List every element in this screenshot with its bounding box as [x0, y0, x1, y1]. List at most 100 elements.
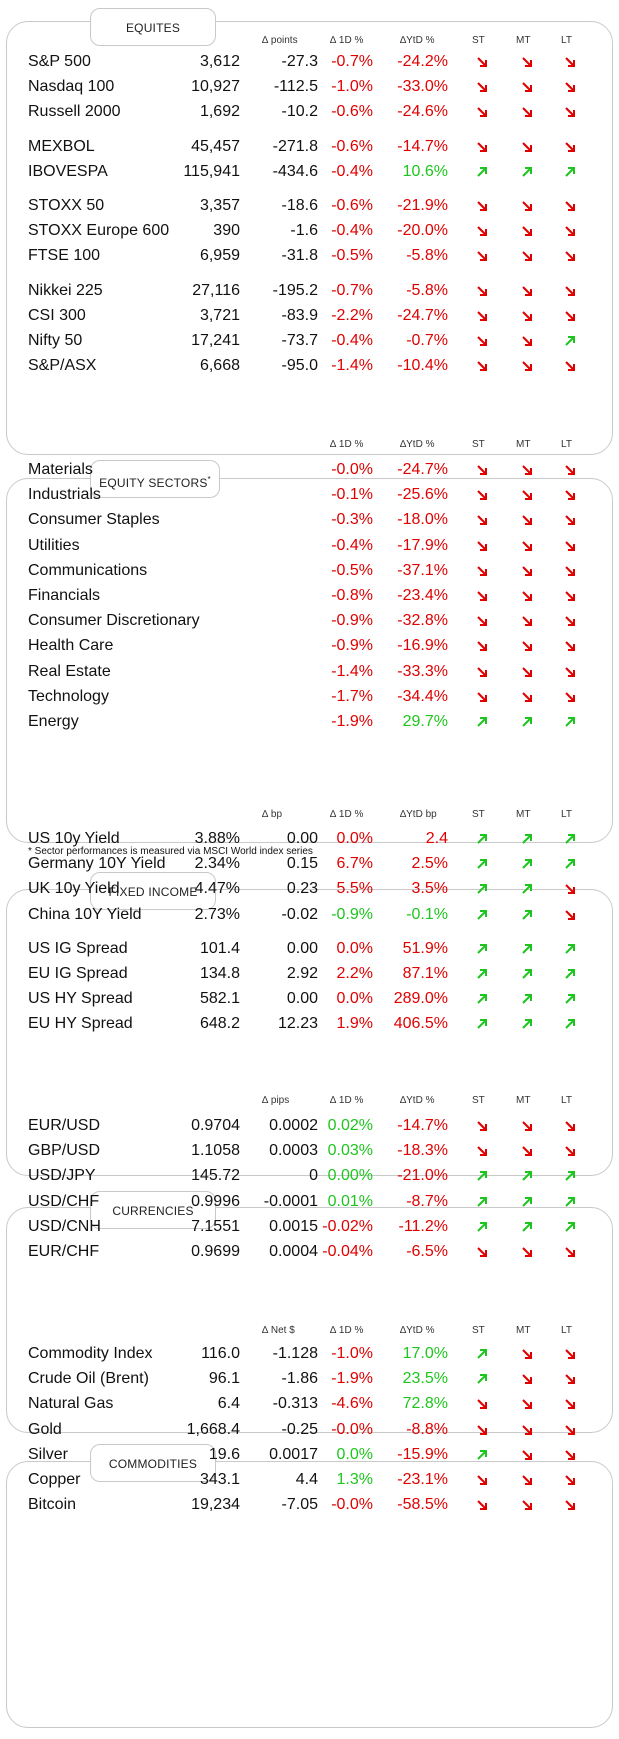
sectors-header-c3: ∆YtD % — [400, 439, 435, 450]
arrow-down-right-icon — [475, 334, 489, 348]
ytd-change: -24.2% — [397, 53, 448, 70]
arrow-down-right-icon — [475, 249, 489, 263]
level-value: 7.1551 — [191, 1217, 240, 1235]
change-value: 0.0003 — [269, 1142, 318, 1160]
arrow-up-right-icon — [475, 857, 489, 871]
one-day-change: 1.3% — [336, 1471, 373, 1488]
arrow-down-right-icon — [520, 690, 534, 704]
change-value: 0.00 — [286, 939, 318, 957]
arrow-up-right-icon — [475, 165, 489, 179]
instrument-name: Bitcoin — [28, 1496, 77, 1514]
ytd-change: -58.5% — [397, 1496, 448, 1514]
level-value: 19.6 — [208, 1445, 240, 1463]
currencies-tab: CURRENCIES — [90, 1191, 216, 1229]
one-day-change: -0.04% — [322, 1243, 373, 1260]
fixed_income-row: US 10y Yield 3.88% 0.00 0.0% 2.4 — [0, 825, 619, 853]
fixed_income-row: UK 10y Yield 4.47% 0.23 5.5% 3.5% — [0, 875, 619, 903]
fixed-income-panel — [6, 889, 613, 1176]
change-value: 12.23 — [277, 1015, 318, 1033]
commodities-row: Bitcoin 19,234 -7.05 -0.0% -58.5% — [0, 1491, 619, 1519]
ytd-change: 406.5% — [393, 1015, 448, 1033]
change-value: -271.8 — [272, 137, 318, 155]
arrow-up-right-icon — [520, 1220, 534, 1234]
instrument-name: Natural Gas — [28, 1395, 114, 1413]
change-value: 2.92 — [286, 965, 318, 982]
currencies-header-c2: ∆ 1D % — [330, 1095, 364, 1106]
arrow-down-right-icon — [475, 140, 489, 154]
arrow-down-right-icon — [563, 639, 577, 653]
equities-row: FTSE 100 6,959 -31.8 -0.5% -5.8% — [0, 242, 619, 270]
level-value: 3,612 — [199, 53, 240, 70]
arrow-down-right-icon — [563, 359, 577, 373]
currencies-row: EUR/USD 0.9704 0.0002 0.02% -14.7% — [0, 1112, 619, 1140]
instrument-name: CSI 300 — [28, 306, 86, 324]
change-value: -27.3 — [281, 53, 318, 70]
change-value: 4.4 — [295, 1471, 318, 1488]
ytd-change: -10.4% — [397, 357, 448, 375]
level-value: 2.34% — [194, 855, 240, 873]
arrow-down-right-icon — [563, 309, 577, 323]
arrow-down-right-icon — [563, 224, 577, 238]
arrow-down-right-icon — [520, 309, 534, 323]
sector-footnote: * Sector performances is measured via MS… — [28, 846, 313, 857]
one-day-change: 0.00% — [327, 1167, 373, 1185]
equities-panel — [6, 21, 613, 455]
one-day-change: -0.9% — [331, 612, 373, 630]
arrow-down-right-icon — [475, 539, 489, 553]
arrow-up-right-icon — [475, 967, 489, 981]
sectors-row: Energy -1.9% 29.7% — [0, 708, 619, 736]
fixed_income-row: US IG Spread 101.4 0.00 0.0% 51.9% — [0, 935, 619, 963]
instrument-name: Consumer Staples — [28, 511, 160, 529]
fixed_income-header-lt: LT — [561, 809, 572, 820]
change-value: -95.0 — [281, 357, 318, 375]
instrument-name: Health Care — [28, 637, 114, 655]
instrument-name: Financials — [28, 587, 101, 604]
one-day-change: 0.0% — [336, 1445, 373, 1463]
ytd-change: -11.2% — [398, 1217, 448, 1235]
level-value: 10,927 — [191, 78, 240, 96]
arrow-down-right-icon — [563, 80, 577, 94]
arrow-up-right-icon — [563, 1169, 577, 1183]
ytd-change: 17.0% — [402, 1345, 448, 1362]
ytd-change: -37.1% — [397, 561, 448, 579]
ytd-change: -14.7% — [397, 1117, 448, 1134]
arrow-down-right-icon — [520, 1423, 534, 1437]
ytd-change: 10.6% — [402, 162, 448, 180]
arrow-up-right-icon — [563, 1195, 577, 1209]
arrow-down-right-icon — [475, 224, 489, 238]
fixed_income-row: EU HY Spread 648.2 12.23 1.9% 406.5% — [0, 1010, 619, 1038]
arrow-down-right-icon — [520, 1119, 534, 1133]
instrument-name: USD/CHF — [28, 1192, 100, 1210]
arrow-down-right-icon — [520, 564, 534, 578]
level-value: 1.1058 — [191, 1142, 240, 1160]
arrow-down-right-icon — [475, 665, 489, 679]
level-value: 6.4 — [217, 1395, 240, 1413]
ytd-change: 289.0% — [393, 990, 448, 1008]
instrument-name: Nikkei 225 — [28, 281, 103, 299]
arrow-up-right-icon — [563, 992, 577, 1006]
ytd-change: -0.7% — [406, 332, 448, 349]
commodities-row: Commodity Index 116.0 -1.128 -1.0% 17.0% — [0, 1340, 619, 1368]
arrow-up-right-icon — [520, 832, 534, 846]
instrument-name: Nifty 50 — [28, 332, 83, 349]
ytd-change: -33.3% — [397, 662, 448, 680]
fixed_income-header-st: ST — [472, 809, 485, 820]
arrow-up-right-icon — [475, 908, 489, 922]
sectors-header-st: ST — [472, 439, 485, 450]
change-value: 0.23 — [286, 880, 318, 898]
level-value: 648.2 — [199, 1015, 240, 1033]
arrow-up-right-icon — [520, 992, 534, 1006]
instrument-name: Utilities — [28, 536, 80, 554]
equities-row: STOXX Europe 600 390 -1.6 -0.4% -20.0% — [0, 217, 619, 245]
one-day-change: -0.9% — [331, 637, 373, 655]
arrow-down-right-icon — [475, 564, 489, 578]
change-value: -83.9 — [281, 306, 318, 324]
arrow-up-right-icon — [563, 942, 577, 956]
ytd-change: -0.1% — [406, 905, 448, 923]
ytd-change: -15.9% — [397, 1445, 448, 1463]
arrow-down-right-icon — [520, 665, 534, 679]
level-value: 3.88% — [194, 830, 240, 847]
arrow-down-right-icon — [563, 1372, 577, 1386]
sectors-row: Real Estate -1.4% -33.3% — [0, 658, 619, 686]
ytd-change: -20.0% — [397, 222, 448, 240]
